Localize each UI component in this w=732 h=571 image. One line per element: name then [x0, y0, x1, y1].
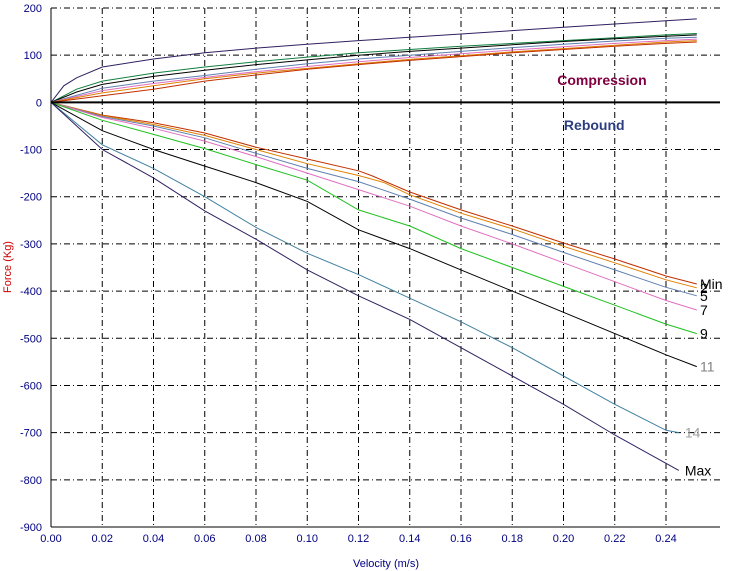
- series-line-2: [50, 101, 697, 289]
- series-label-max: Max: [685, 462, 711, 478]
- x-tick-label: 0.00: [40, 533, 61, 545]
- x-tick-label: 0.18: [502, 533, 523, 545]
- series-line-min: [50, 101, 697, 285]
- y-axis-title: Force (Kg): [2, 241, 14, 293]
- series-label-2: 2: [700, 280, 708, 296]
- y-tick-label: -600: [20, 380, 42, 392]
- series-line-11: [50, 101, 697, 368]
- series-label-9: 9: [700, 326, 708, 342]
- series-line-14: [50, 102, 679, 434]
- compression-label: Compression: [557, 72, 646, 88]
- y-tick-label: -200: [20, 192, 42, 204]
- y-tick-label: 100: [24, 50, 42, 62]
- x-tick-label: 0.10: [297, 533, 318, 545]
- axes: [50, 8, 720, 528]
- series-line-7: [50, 101, 697, 311]
- series-line-comp-min: [50, 41, 697, 103]
- x-tick-label: 0.12: [348, 533, 369, 545]
- x-tick-label: 0.24: [655, 533, 676, 545]
- series-line-comp-max: [50, 18, 697, 103]
- series-label-min: Min: [700, 276, 723, 292]
- y-tick-label: -400: [20, 286, 42, 298]
- x-tick-label: 0.02: [92, 533, 113, 545]
- series-label-7: 7: [700, 302, 708, 318]
- series-line-comp-pink: [50, 38, 697, 103]
- y-tick-label: 0: [36, 97, 42, 109]
- series-line-max: [50, 102, 680, 471]
- series-line-comp-blue: [50, 36, 697, 103]
- x-tick-label: 0.04: [143, 533, 164, 545]
- x-tick-label: 0.14: [399, 533, 420, 545]
- series-label-5: 5: [700, 288, 708, 304]
- x-tick-label: 0.20: [553, 533, 574, 545]
- rebound-label: Rebound: [564, 117, 625, 133]
- series-line-5: [50, 101, 697, 297]
- y-tick-label: 200: [24, 3, 42, 15]
- y-tick-label: -700: [20, 428, 42, 440]
- series-line-comp-black: [50, 34, 697, 103]
- y-tick-label: -100: [20, 145, 42, 157]
- series-label-11: 11: [700, 359, 715, 375]
- series-label-14: 14: [685, 425, 701, 441]
- series-line-comp-orange: [50, 40, 697, 103]
- series-lines: [50, 18, 697, 471]
- x-tick-label: 0.08: [245, 533, 266, 545]
- series-line-9: [50, 101, 697, 335]
- x-tick-label: 0.16: [450, 533, 471, 545]
- grid: [51, 7, 720, 528]
- x-tick-label: 0.06: [194, 533, 215, 545]
- y-tick-label: -800: [20, 475, 42, 487]
- y-tick-label: -500: [20, 333, 42, 345]
- x-tick-label: 0.22: [604, 533, 625, 545]
- y-tick-label: -300: [20, 239, 42, 251]
- series-line-comp-green: [50, 33, 697, 103]
- y-tick-label: -900: [20, 522, 42, 534]
- tick-labels: 0.00 0.02 0.04 0.06 0.08 0.10 0.12 0.14 0.16 0.18…: [20, 3, 677, 545]
- x-axis-title: Velocity (m/s): [353, 558, 419, 570]
